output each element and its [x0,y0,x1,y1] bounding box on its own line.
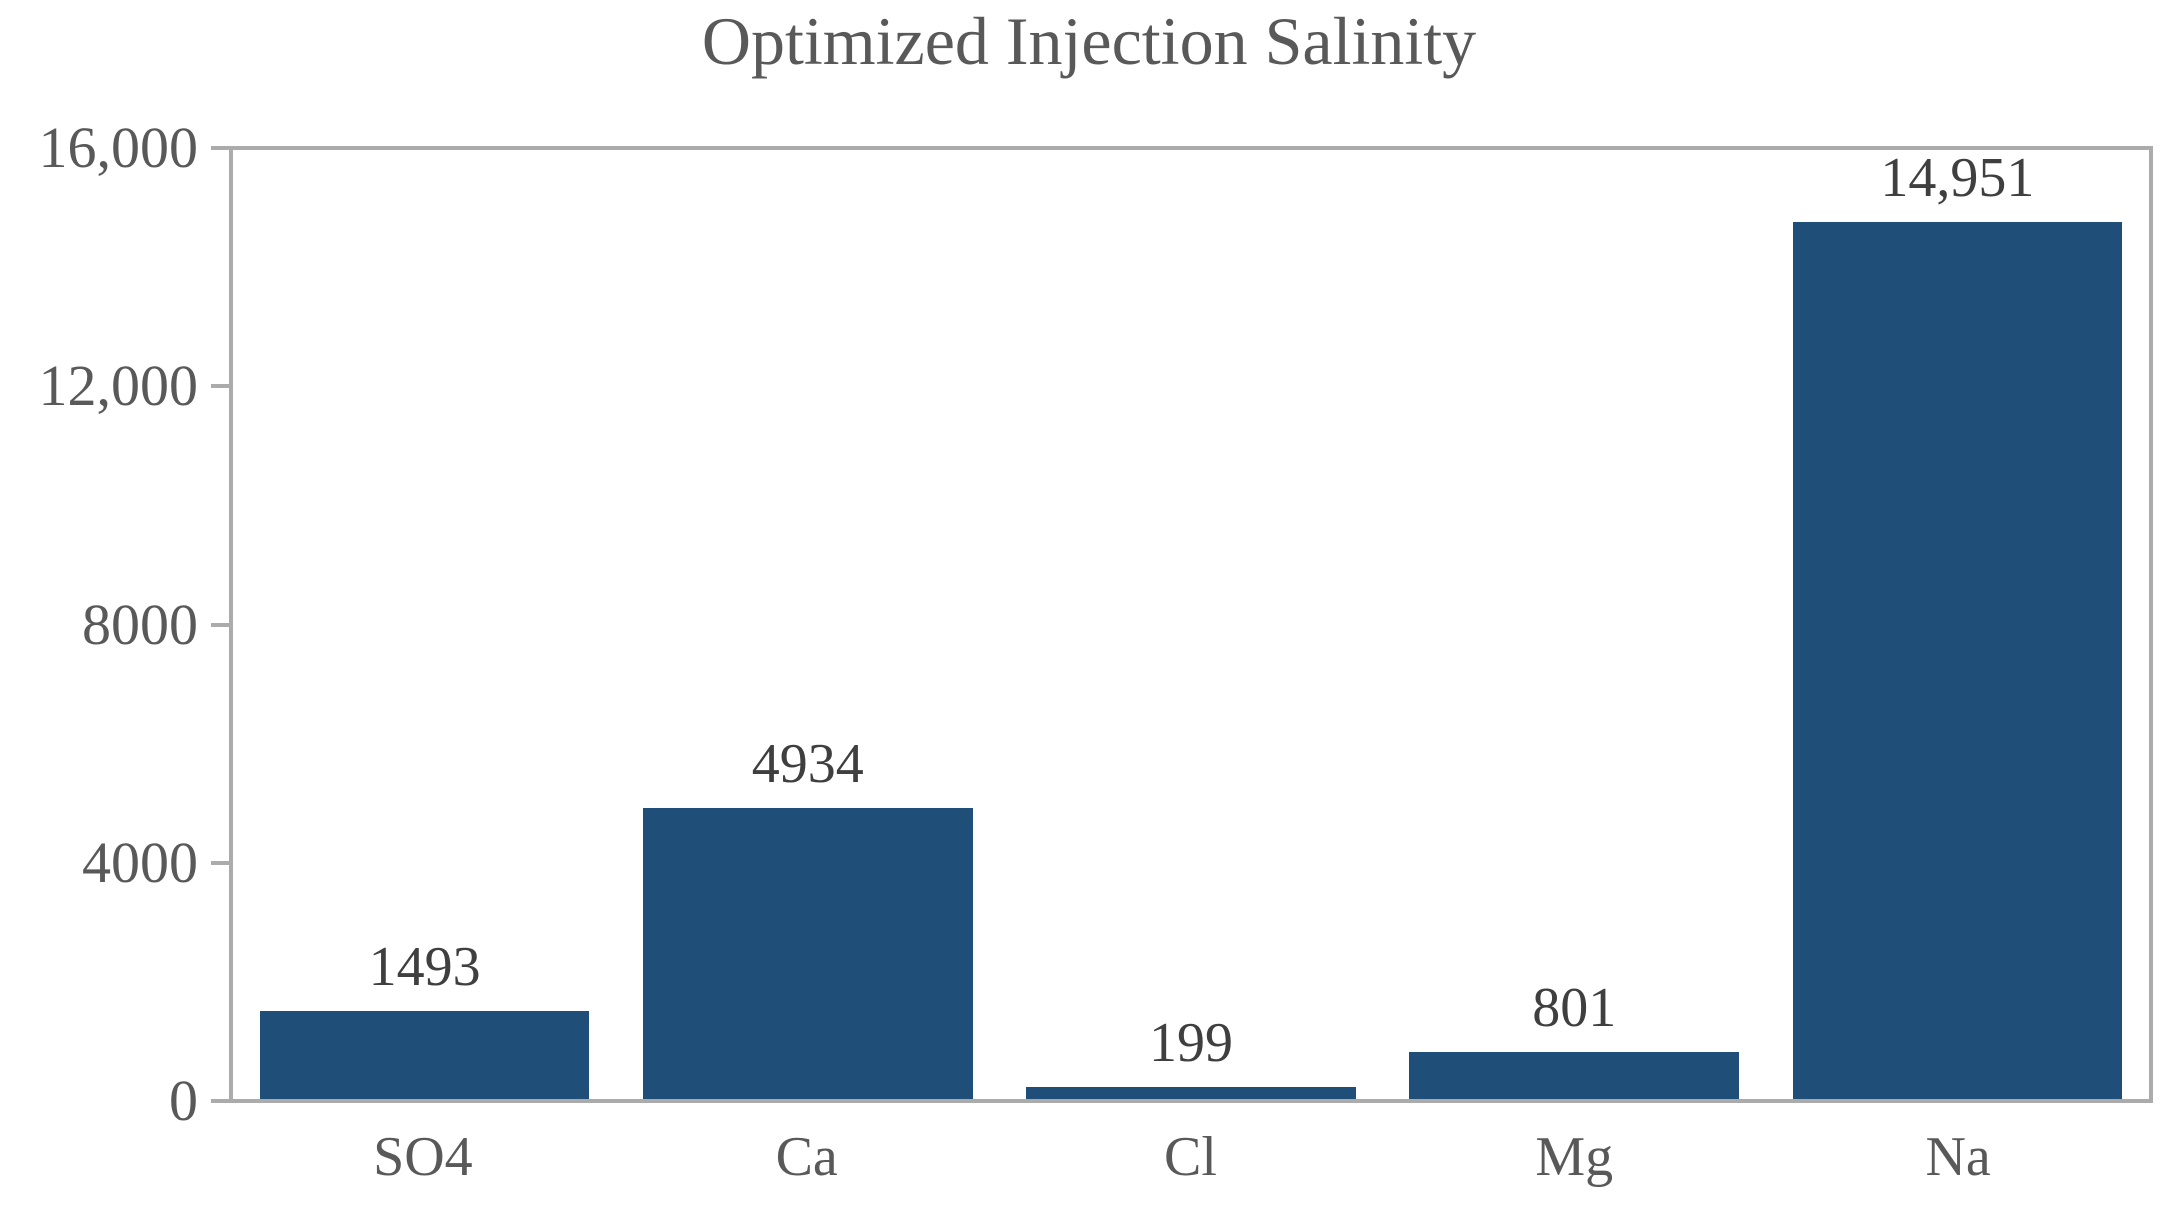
data-label-cl: 199 [1149,1012,1233,1074]
y-tick-label-4000: 4000 [82,829,198,895]
x-tick-label-so4: SO4 [373,1126,473,1188]
bar-so4 [259,1011,590,1099]
bar-cl [1026,1087,1356,1099]
y-tick-label-16000: 16,000 [38,115,199,180]
bar-mg [1409,1052,1739,1099]
plot-area: 1493 4934 199 801 14,951 [229,146,2153,1103]
data-label-so4: 1493 [368,936,481,998]
x-tick-label-ca: Ca [775,1126,838,1188]
bar-na [1792,222,2123,1099]
bar-ca [643,808,973,1099]
y-tick-mark-0 [211,1099,231,1103]
y-axis: 0 4000 8000 12,000 16,000 [0,0,199,1212]
x-tick-label-mg: Mg [1535,1126,1614,1188]
data-label-ca: 4934 [751,733,864,795]
chart-title: Optimized Injection Salinity [701,3,1477,79]
data-label-mg: 801 [1532,977,1617,1039]
y-tick-label-8000: 8000 [82,591,198,657]
bar-slot-mg: 801 [1383,150,1766,1099]
bar-slot-cl: 199 [999,150,1382,1099]
bar-slot-ca: 4934 [616,150,999,1099]
bars-layer: 1493 4934 199 801 14,951 [233,150,2149,1099]
y-tick-mark-12000 [211,384,231,389]
data-label-na: 14,951 [1880,147,2035,209]
bar-slot-na: 14,951 [1766,150,2149,1099]
x-tick-label-na: Na [1925,1126,1991,1188]
y-tick-mark-8000 [211,622,231,627]
x-tick-label-cl: Cl [1164,1126,1217,1188]
y-tick-mark-16000 [211,146,231,150]
x-axis: SO4 Ca Cl Mg Na [231,1124,2150,1191]
y-tick-mark-4000 [211,860,231,865]
bar-slot-so4: 1493 [233,150,616,1099]
y-tick-label-12000: 12,000 [38,353,199,419]
y-tick-label-0: 0 [169,1068,198,1133]
